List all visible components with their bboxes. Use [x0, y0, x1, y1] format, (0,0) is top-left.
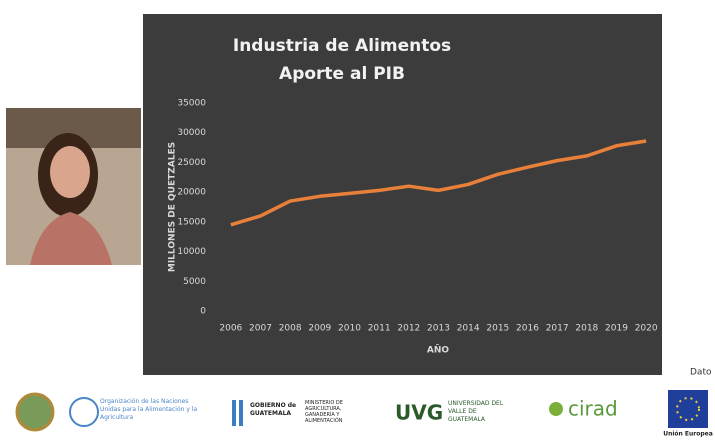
chart-title: Aporte al PIB	[279, 64, 405, 84]
side-note: Dato	[690, 368, 712, 378]
x-tick-label: 2016	[516, 324, 539, 334]
ministerio-text: MINISTERIO DE AGRICULTURA, GANADERÍA Y A…	[305, 400, 353, 424]
x-tick-label: 2015	[486, 324, 509, 334]
y-tick-label: 5000	[183, 277, 206, 287]
x-tick-label: 2014	[457, 324, 480, 334]
y-tick-label: 35000	[177, 99, 206, 109]
screen: Industria de Alimentos Aporte al PIB MIL…	[0, 0, 715, 440]
chart-title: Industria de Alimentos	[233, 36, 451, 56]
y-tick-label: 10000	[177, 247, 206, 257]
gobierno-text: GOBIERNO de GUATEMALA	[250, 402, 300, 418]
webcam-video	[6, 108, 141, 265]
fao-text: Organización de las Naciones Unidas para…	[100, 398, 200, 422]
x-tick-label: 2020	[635, 324, 658, 334]
cirad-text: cirad	[568, 397, 618, 421]
x-tick-label: 2012	[397, 324, 420, 334]
uvg-name-text: UNIVERSIDAD DEL VALLE DE GUATEMALA	[448, 400, 508, 424]
x-tick-label: 2009	[308, 324, 331, 334]
y-tick-label: 0	[200, 307, 206, 317]
x-tick-label: 2008	[279, 324, 302, 334]
y-tick-label: 25000	[177, 158, 206, 168]
y-tick-label: 30000	[177, 128, 206, 138]
y-tick-label: 20000	[177, 188, 206, 198]
uvg-text: UVG	[395, 401, 443, 425]
footer-logos: Organización de las Naciones Unidas para…	[0, 385, 715, 440]
x-axis-label: AÑO	[427, 345, 449, 356]
x-tick-label: 2017	[546, 324, 569, 334]
x-tick-label: 2006	[219, 324, 242, 334]
x-tick-label: 2019	[605, 324, 628, 334]
x-tick-label: 2018	[575, 324, 598, 334]
y-axis-label: MILLONES DE QUETZALES	[168, 142, 178, 272]
fao-text: Organización de las Naciones Unidas para…	[100, 398, 200, 430]
x-tick-label: 2011	[368, 324, 391, 334]
ue-text: Unión Europea	[663, 431, 713, 438]
x-tick-label: 2007	[249, 324, 272, 334]
x-tick-label: 2010	[338, 324, 361, 334]
x-tick-label: 2013	[427, 324, 450, 334]
y-tick-label: 15000	[177, 217, 206, 227]
